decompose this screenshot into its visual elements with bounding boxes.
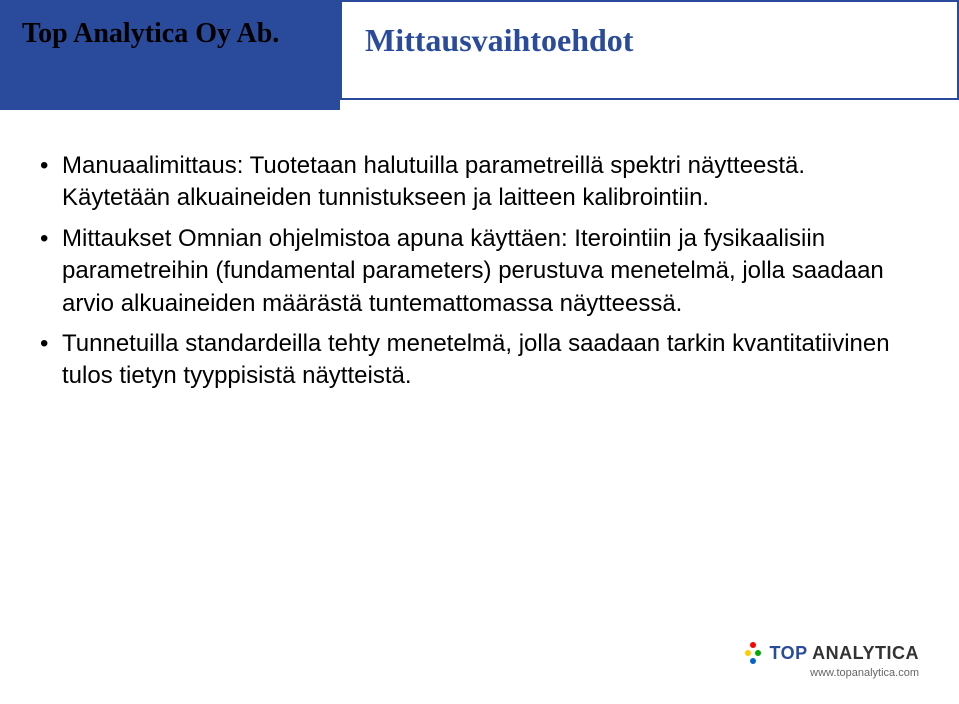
company-name: Top Analytica Oy Ab. [22, 18, 279, 50]
logo-dot [750, 642, 756, 648]
logo-dot [755, 650, 761, 656]
bullet-item: Manuaalimittaus: Tuotetaan halutuilla pa… [40, 150, 899, 215]
bullet-item: Tunnetuilla standardeilla tehty menetelm… [40, 328, 899, 393]
slide-header: Top Analytica Oy Ab. Mittausvaihtoehdot [0, 0, 959, 110]
logo-analytica-word: ANALYTICA [812, 643, 919, 663]
footer-logo: TOP ANALYTICA www.topanalytica.com [743, 641, 919, 679]
logo-top-word: TOP [769, 643, 807, 663]
bullet-list: Manuaalimittaus: Tuotetaan halutuilla pa… [40, 150, 899, 393]
logo-url: www.topanalytica.com [743, 667, 919, 679]
slide-content: Manuaalimittaus: Tuotetaan halutuilla pa… [40, 150, 899, 401]
bullet-item: Mittaukset Omnian ohjelmistoa apuna käyt… [40, 223, 899, 320]
header-blue-box [0, 0, 340, 110]
logo-text: TOP ANALYTICA [769, 643, 919, 664]
logo-dots-icon [743, 641, 763, 665]
slide-title: Mittausvaihtoehdot [365, 22, 633, 59]
logo-dot [745, 650, 751, 656]
logo-row: TOP ANALYTICA [743, 641, 919, 665]
logo-dot [750, 658, 756, 664]
